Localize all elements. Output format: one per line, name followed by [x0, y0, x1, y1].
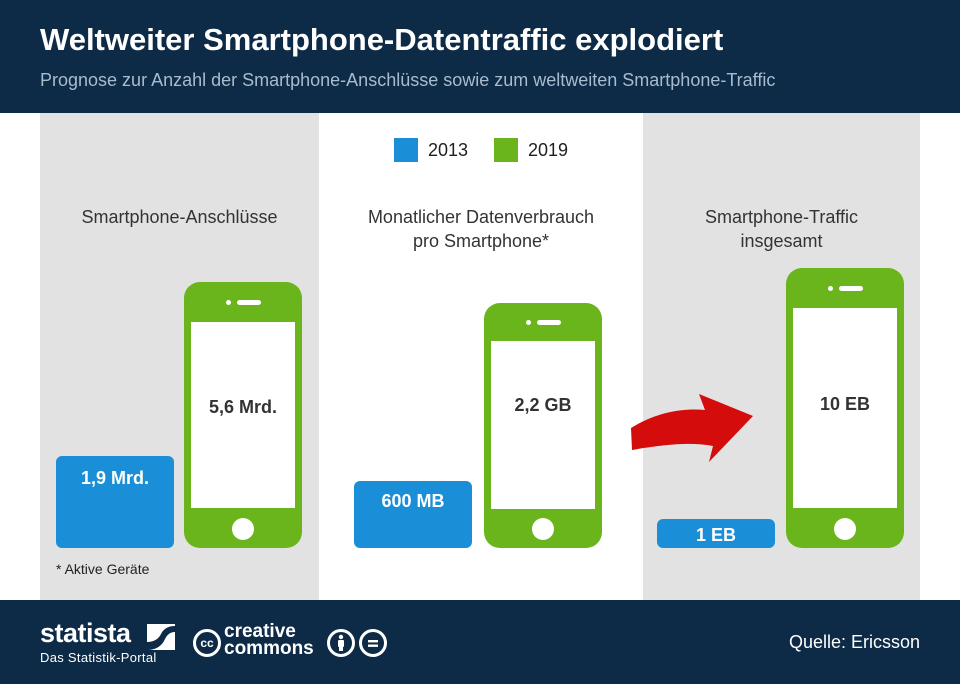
- legend-swatch-2013: [394, 138, 418, 162]
- phone-2019-connections: 5,6 Mrd.: [184, 282, 302, 548]
- category-label-line: insgesamt: [740, 231, 823, 251]
- phone-screen: [491, 341, 595, 509]
- phone-speaker-icon: [839, 286, 863, 291]
- header-bar: [0, 0, 960, 113]
- attribution-person-icon[interactable]: [327, 629, 355, 657]
- data-label-2013-connections: 1,9 Mrd.: [80, 468, 150, 488]
- category-label-line: Smartphone-Anschlüsse: [81, 207, 278, 227]
- phone-home-button-icon: [532, 518, 554, 540]
- data-label-2013-data-usage: 600 MB: [381, 491, 445, 511]
- phone-speaker-icon: [237, 300, 261, 305]
- person-glyph: [338, 634, 344, 651]
- category-label-line: pro Smartphone*: [412, 231, 550, 251]
- statista-logo-mark-icon: [147, 624, 175, 650]
- phone-home-button-icon: [834, 518, 856, 540]
- footnote: * Aktive Geräte: [56, 561, 150, 577]
- data-label-2013-traffic: 1 EB: [695, 525, 737, 545]
- legend-item-2019: 2019: [494, 138, 568, 162]
- phone-2019-traffic: 10 EB: [786, 268, 904, 548]
- phone-camera-icon: [526, 320, 531, 325]
- legend-label-2019: 2019: [528, 139, 569, 160]
- phone-speaker-icon: [537, 320, 561, 325]
- legend-item-2013: 2013: [394, 138, 468, 162]
- chart-subtitle: Prognose zur Anzahl der Smartphone-Ansch…: [40, 70, 776, 90]
- bar-2013-connections: 1,9 Mrd.: [56, 456, 174, 548]
- statista-logo[interactable]: statista: [40, 618, 131, 648]
- data-label-2019-data-usage: 2,2 GB: [514, 395, 572, 415]
- statista-tagline: Das Statistik-Portal: [40, 650, 157, 665]
- phone-screen: [793, 308, 897, 508]
- creative-commons-logo[interactable]: creative commons: [224, 621, 314, 659]
- legend-swatch-2019: [494, 138, 518, 162]
- category-label-line: Monatlicher Datenverbrauch: [367, 207, 595, 227]
- category-label-line: Smartphone-Traffic: [704, 207, 859, 227]
- growth-arrow-icon: [631, 394, 753, 462]
- data-label-2019-connections: 5,6 Mrd.: [208, 397, 278, 417]
- cc-line-commons: commons: [224, 638, 314, 659]
- source-credit: Quelle: Ericsson: [788, 632, 920, 652]
- cc-badge-icon[interactable]: cc: [193, 629, 221, 657]
- bar-2013-data-usage: 600 MB: [354, 481, 472, 548]
- category-label-data-usage: Monatlicher Datenverbrauch pro Smartphon…: [319, 205, 643, 253]
- bar-2013-traffic: 1 EB: [657, 519, 775, 548]
- chart-title: Weltweiter Smartphone-Datentraffic explo…: [40, 22, 724, 57]
- cc-line-creative: creative: [224, 621, 296, 642]
- data-label-2019-traffic: 10 EB: [819, 394, 871, 414]
- phone-camera-icon: [828, 286, 833, 291]
- phone-screen: [191, 322, 295, 508]
- phone-camera-icon: [226, 300, 231, 305]
- phone-2019-data-usage: 2,2 GB: [484, 303, 602, 548]
- no-derivatives-icon[interactable]: [359, 629, 387, 657]
- category-label-connections: Smartphone-Anschlüsse: [40, 205, 319, 229]
- category-label-traffic: Smartphone-Traffic insgesamt: [643, 205, 920, 253]
- legend-label-2013: 2013: [428, 139, 469, 160]
- equals-glyph: [368, 640, 378, 647]
- phone-home-button-icon: [232, 518, 254, 540]
